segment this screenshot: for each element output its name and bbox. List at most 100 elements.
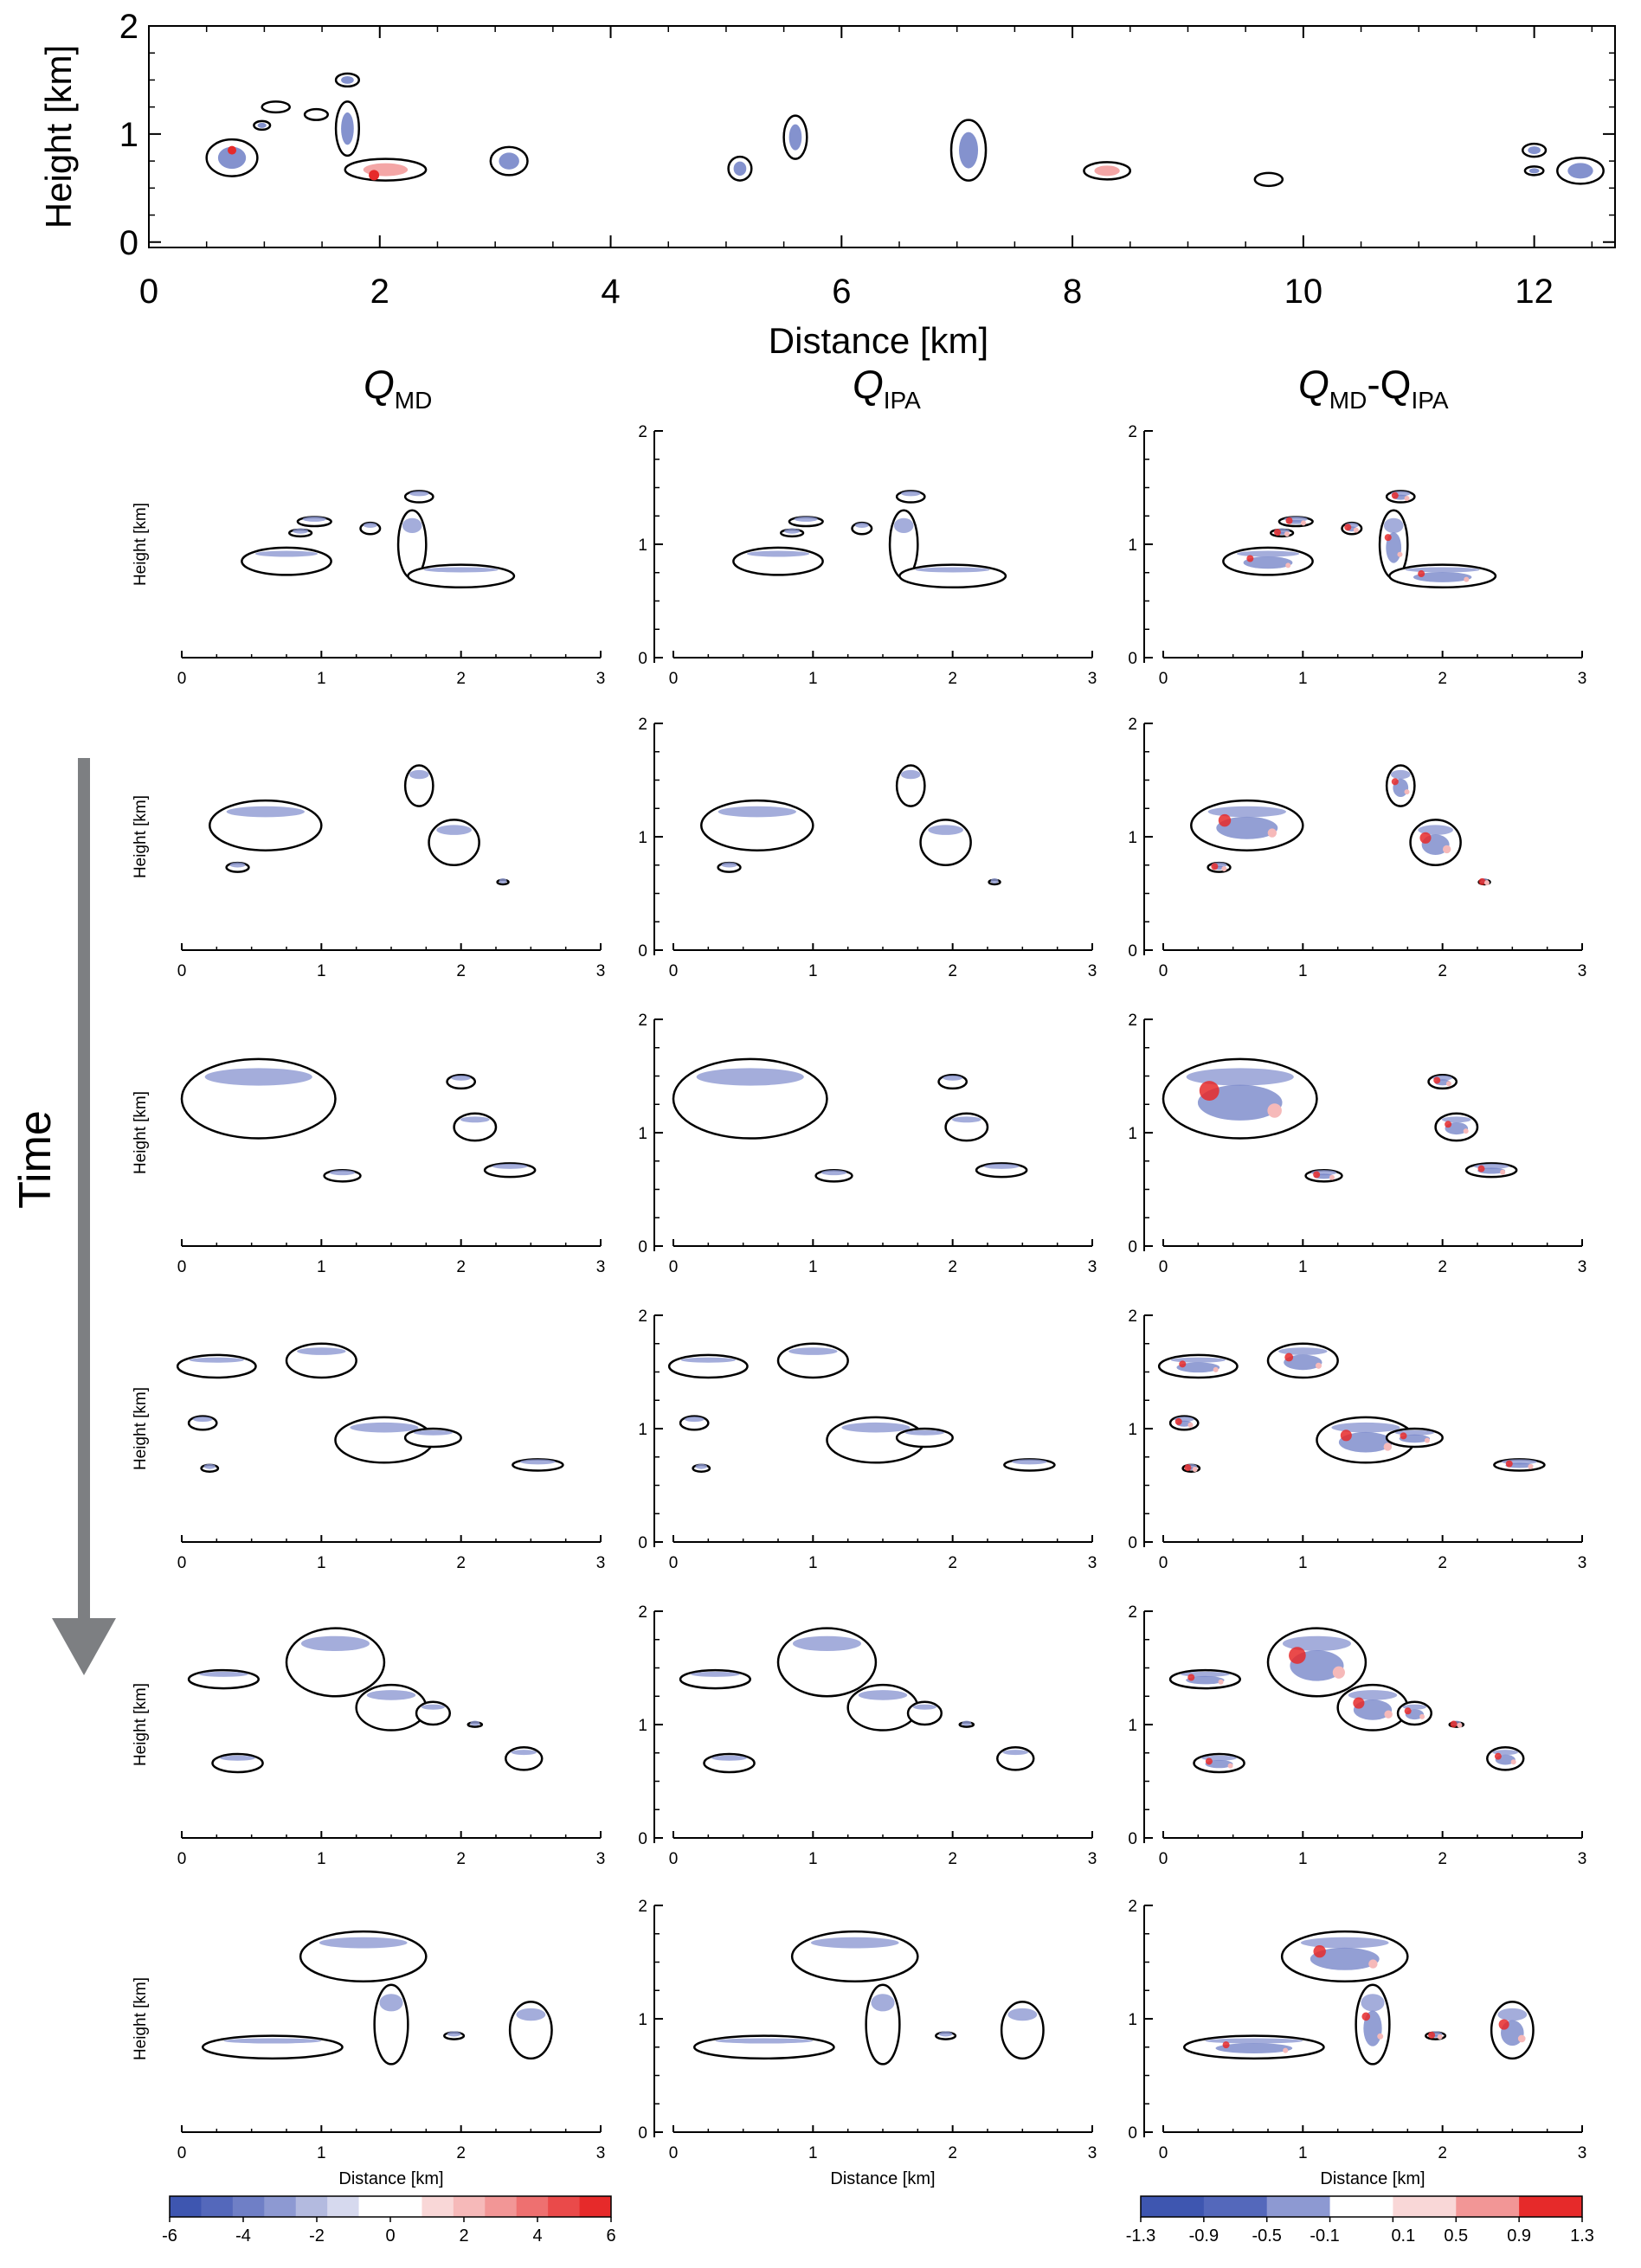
panel-ytick-label: 1: [638, 1125, 647, 1143]
panel-ytick-label: 0: [638, 1830, 647, 1848]
colorbar-diff: -1.3 -0.9 -0.5 -0.1 0.1 0.5 0.9 1.3: [1126, 2195, 1594, 2246]
cloud-top-fill: [319, 1937, 408, 1949]
panel-xtick-label: 3: [1578, 2144, 1587, 2162]
diff-fill-positive: [1284, 1352, 1294, 1362]
panel-ytick-label: 0: [638, 1238, 647, 1256]
diff-fill-positive-light: [1424, 1437, 1430, 1443]
colorbar-label: 0.1: [1391, 2226, 1415, 2246]
panel-r3-c2: 0 1 2 0 1 2 3: [638, 1012, 1097, 1276]
cloud-top-fill: [511, 1750, 537, 1756]
cloud-top-fill: [788, 1347, 838, 1355]
panel-ytick-label: 2: [638, 1898, 647, 1916]
diff-fill-positive: [1222, 2041, 1230, 2049]
diff-fill-positive-light: [1285, 562, 1291, 569]
cloud-top-fill: [684, 1417, 705, 1423]
panel-ytick-label: 2: [1128, 1307, 1137, 1326]
cloud-top-fill: [1348, 1690, 1398, 1700]
cloud-top-fill: [904, 1430, 944, 1436]
diff-fill-positive: [1428, 2031, 1436, 2039]
panel-xtick-label: 0: [177, 670, 187, 688]
diff-fill-positive: [1211, 863, 1219, 871]
cloud-top-fill: [871, 1994, 895, 2012]
panel-xtick-label: 2: [1438, 1258, 1447, 1276]
panel-xtick-label: 3: [596, 2144, 606, 2162]
cloud-top-fill: [470, 1720, 480, 1726]
panel-ylabel: Height [km]: [132, 1977, 150, 2060]
cloud-top-fill: [366, 1690, 416, 1700]
overview-xlabel: Distance [km]: [769, 320, 988, 361]
cloud-top-fill: [1390, 769, 1411, 780]
cloud-top-fill: [900, 491, 921, 497]
overview-cloud-contour: [261, 100, 291, 114]
panel-xtick-label: 2: [456, 962, 466, 980]
panel-r4-c2: 0 1 2 0 1 2 3: [638, 1307, 1097, 1572]
panel-ylabel: Height [km]: [132, 795, 150, 878]
cloud-top-fill: [409, 491, 429, 497]
panel-xtick-label: 0: [177, 2144, 187, 2162]
diff-fill-positive: [1187, 1674, 1195, 1681]
panel-ytick-label: 1: [1128, 1421, 1137, 1439]
cloud-top-fill: [746, 550, 810, 557]
diff-fill-positive: [1477, 1165, 1485, 1173]
overview-cloud-fill: [257, 122, 267, 128]
panel-xtick-label: 3: [1578, 670, 1587, 688]
diff-fill-positive-light: [1437, 2033, 1443, 2040]
panel-xlabel: Distance [km]: [830, 2169, 935, 2188]
panel-xtick-label: 3: [596, 1850, 606, 1868]
panel-ytick-label: 1: [638, 829, 647, 847]
overview-cloud-fill: [959, 132, 979, 169]
panel-r1-c2: 0 1 2 0 1 2 3: [638, 423, 1097, 688]
panel-xtick-label: 0: [1159, 962, 1168, 980]
diff-fill-positive-light: [1445, 1081, 1451, 1087]
panel-ytick-label: 2: [638, 1603, 647, 1622]
cloud-top-fill: [223, 2038, 322, 2044]
cloud-top-fill: [421, 1704, 445, 1710]
diff-fill-negative: [1310, 1947, 1380, 1970]
overview-cloud-contour: [303, 107, 329, 121]
colorbar-label: 4: [532, 2226, 542, 2246]
panel-xtick-label: 3: [1088, 670, 1097, 688]
colorbar-swatch: [548, 2196, 581, 2217]
colorbar-swatch: [1266, 2196, 1331, 2217]
overview-cloud-fill: [733, 161, 747, 177]
panel-xtick-label: 0: [1159, 1258, 1168, 1276]
overview-red-core: [369, 170, 380, 181]
diff-fill-negative: [1216, 816, 1278, 839]
cloud-top-fill: [696, 1068, 804, 1086]
colorbar-swatch: [422, 2196, 454, 2217]
panel-ytick-label: 1: [638, 1421, 647, 1439]
colorbar-swatch: [579, 2196, 612, 2217]
column-title-qmd: QMD: [364, 362, 432, 414]
panel-r5-c1: Height [km] 0 1 2 3: [132, 1627, 606, 1868]
colorbar-swatch: [327, 2196, 360, 2217]
cloud-top-fill: [1007, 2008, 1038, 2021]
panel-xtick-label: 3: [596, 1258, 606, 1276]
panel-xtick-label: 3: [1088, 2144, 1097, 2162]
cloud-top-fill: [226, 806, 305, 818]
panel-ytick-label: 2: [1128, 1898, 1137, 1916]
overview-xtick-label: 4: [601, 273, 620, 311]
panel-xtick-label: 0: [669, 2144, 679, 2162]
cloud-top-fill: [718, 806, 796, 818]
diff-fill-positive-light: [1528, 1463, 1534, 1469]
diff-fill-positive-light: [1463, 1128, 1469, 1134]
cloud-top-fill: [229, 862, 246, 868]
panel-xtick-label: 1: [808, 1258, 818, 1276]
panel-r6-c1: Height [km] 0 1 2 3 Distance [km]: [132, 1930, 606, 2188]
panel-xtick-label: 2: [948, 1850, 957, 1868]
colorbar-label: -4: [235, 2226, 251, 2246]
overview-xtick-label: 10: [1284, 273, 1323, 311]
panel-r2-c1: Height [km] 0 1 2 3: [132, 764, 605, 980]
panel-xtick-label: 0: [1159, 2144, 1168, 2162]
panel-xtick-label: 1: [317, 670, 326, 688]
panel-ytick-label: 0: [1128, 1238, 1137, 1256]
cloud-top-fill: [943, 1075, 962, 1081]
panel-ytick-label: 2: [1128, 1603, 1137, 1622]
panel-xtick-label: 0: [669, 1554, 679, 1572]
colorbar-swatch: [485, 2196, 518, 2217]
panel-xlabel: Distance [km]: [338, 2169, 443, 2188]
overview-cloud-fill: [1528, 168, 1540, 174]
overview-cloud-fill: [217, 146, 247, 170]
diff-fill-positive-light: [1267, 1103, 1282, 1118]
